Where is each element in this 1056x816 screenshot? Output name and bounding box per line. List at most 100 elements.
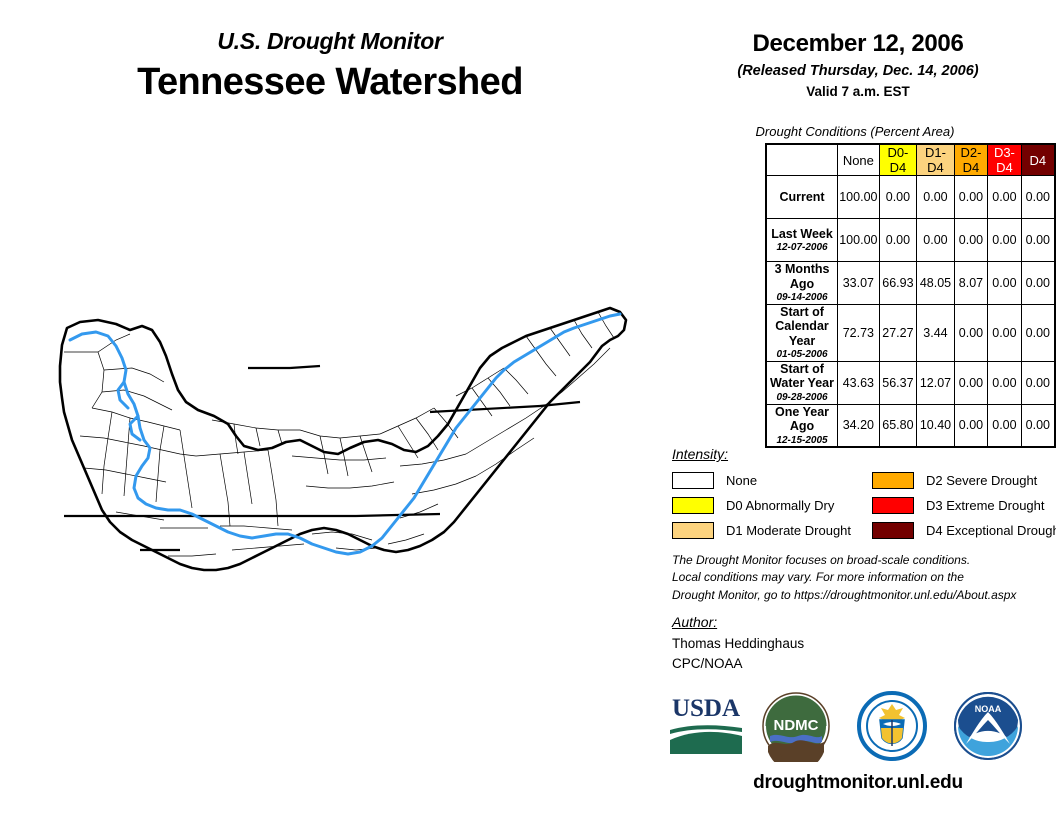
cell-r3-c3: 0.00 xyxy=(953,304,989,362)
table-row: One Year Ago 12-15-2005 34.20 65.80 10.40 0.0… xyxy=(765,403,1056,448)
cell-r2-c4: 0.00 xyxy=(987,261,1022,305)
title-block: U.S. Drought Monitor Tennessee Watershed xyxy=(0,28,660,104)
release-date: (Released Thursday, Dec. 14, 2006) xyxy=(737,63,979,79)
disclaimer-line: Local conditions may vary. For more info… xyxy=(672,570,964,585)
cell-r0-c0: 100.00 xyxy=(837,175,880,219)
website-url[interactable]: droughtmonitor.unl.edu xyxy=(753,772,963,793)
row-date-2: 09-14-2006 xyxy=(776,292,828,304)
cell-r1-c4: 0.00 xyxy=(987,218,1022,262)
cell-r2-c1: 66.93 xyxy=(878,261,918,305)
drought-monitor-supertitle: U.S. Drought Monitor xyxy=(217,28,443,54)
table-row: Last Week 12-07-2006 100.00 0.00 0.00 0.00 0.0… xyxy=(765,218,1056,262)
column-header-d4: D4 xyxy=(1020,143,1056,176)
cell-r5-c3: 0.00 xyxy=(953,403,989,448)
column-header-d0d4: D0-D4 xyxy=(878,143,918,176)
cell-r1-c2: 0.00 xyxy=(916,218,955,262)
column-header-d3d4: D3-D4 xyxy=(987,143,1022,176)
column-header-none: None xyxy=(837,143,880,176)
cell-r4-c3: 0.00 xyxy=(953,360,989,405)
cell-r5-c5: 0.00 xyxy=(1020,403,1056,448)
table-header-row: None D0-D4 D1-D4 D2-D4 D3-D4 D4 xyxy=(766,143,1056,176)
legend-item: D1 Moderate Drought xyxy=(672,518,872,543)
table-row: 3 Months Ago 09-14-2006 33.07 66.93 48.05 8.0… xyxy=(765,261,1056,305)
watershed-boundary xyxy=(58,306,628,572)
disclaimer-line: The Drought Monitor focuses on broad-sca… xyxy=(672,553,971,567)
legend-item: D2 Severe Drought xyxy=(872,468,1056,493)
legend-right-label-0: D2 Severe Drought xyxy=(926,473,1038,488)
state-boundaries xyxy=(64,364,581,552)
cell-r4-c5: 0.00 xyxy=(1020,360,1056,405)
row-date-4: 09-28-2006 xyxy=(776,391,828,403)
cell-r4-c1: 56.37 xyxy=(878,360,918,405)
row-label-5: One Year Ago 12-15-2005 xyxy=(765,403,839,448)
usda-logo[interactable]: USDA xyxy=(668,690,744,761)
cell-r0-c3: 0.00 xyxy=(953,175,989,219)
cell-r3-c4: 0.00 xyxy=(987,304,1022,362)
cell-r0-c1: 0.00 xyxy=(878,175,918,219)
cell-r2-c3: 8.07 xyxy=(953,261,989,305)
table-row: Start of Calendar Year 01-05-2006 72.73 27.2… xyxy=(765,304,1056,362)
cell-r0-c4: 0.00 xyxy=(987,175,1022,219)
svg-text:NDMC: NDMC xyxy=(774,717,819,734)
map-panel: U.S. Drought Monitor Tennessee Watershed xyxy=(0,28,660,630)
disclaimer-text: The Drought Monitor focuses on broad-sca… xyxy=(672,552,1052,604)
header-blank-cell xyxy=(766,144,838,176)
intensity-heading: Intensity: xyxy=(672,446,729,462)
cell-r5-c0: 34.20 xyxy=(837,403,880,448)
row-date-5: 12-15-2005 xyxy=(776,434,828,446)
author-affiliation: CPC/NOAA xyxy=(672,655,743,671)
row-label-2: 3 Months Ago 09-14-2006 xyxy=(765,261,839,305)
legend-item: D4 Exceptional Drought xyxy=(872,518,1056,543)
cell-r4-c2: 12.07 xyxy=(916,360,955,405)
legend-item: D3 Extreme Drought xyxy=(872,493,1056,518)
page-title: Tennessee Watershed xyxy=(137,61,523,103)
author-info: Thomas Heddinghaus CPC/NOAA xyxy=(672,634,804,673)
cell-r1-c5: 0.00 xyxy=(1020,218,1056,262)
cell-r5-c2: 10.40 xyxy=(916,403,955,448)
cell-r5-c4: 0.00 xyxy=(987,403,1022,448)
cell-r2-c0: 33.07 xyxy=(837,261,880,305)
noaa-logo[interactable]: NOAA xyxy=(952,690,1024,767)
svg-text:NOAA: NOAA xyxy=(975,704,1002,714)
column-header-d2d4: D2-D4 xyxy=(953,143,989,176)
logo-row: USDA NDMC xyxy=(660,690,1056,772)
cell-r4-c4: 0.00 xyxy=(987,360,1022,405)
cell-r3-c0: 72.73 xyxy=(837,304,880,362)
legend-left-swatch-1 xyxy=(672,497,714,514)
legend-left-swatch-0 xyxy=(672,472,714,489)
row-label-0: Current xyxy=(765,175,839,219)
cell-r3-c1: 27.27 xyxy=(878,304,918,362)
cell-r1-c0: 100.00 xyxy=(837,218,880,262)
legend-column-right: D2 Severe Drought D3 Extreme Drought D4 Ex… xyxy=(872,468,1056,543)
legend-right-label-1: D3 Extreme Drought xyxy=(926,498,1045,513)
legend-left-label-2: D1 Moderate Drought xyxy=(726,523,852,538)
cell-r0-c2: 0.00 xyxy=(916,175,955,219)
author-heading: Author: xyxy=(672,614,718,630)
legend-left-label-0: None xyxy=(726,473,758,488)
cell-r3-c5: 0.00 xyxy=(1020,304,1056,362)
row-label-1: Last Week 12-07-2006 xyxy=(765,218,839,262)
legend-right-swatch-0 xyxy=(872,472,914,489)
legend-right-swatch-2 xyxy=(872,522,914,539)
cell-r3-c2: 3.44 xyxy=(916,304,955,362)
date-block: December 12, 2006 (Released Thursday, De… xyxy=(660,30,1056,99)
cell-r1-c1: 0.00 xyxy=(878,218,918,262)
table-caption: Drought Conditions (Percent Area) xyxy=(755,124,955,139)
legend-left-label-1: D0 Abnormally Dry xyxy=(726,498,835,513)
legend-right-swatch-1 xyxy=(872,497,914,514)
watershed-outline xyxy=(58,306,628,572)
ndmc-logo[interactable]: NDMC xyxy=(760,690,832,772)
cell-r4-c0: 43.63 xyxy=(837,360,880,405)
tennessee-river xyxy=(68,312,622,556)
row-date-3: 01-05-2006 xyxy=(776,349,828,361)
table-body: Current 100.00 0.00 0.00 0.00 0.00 0.00 Last We… xyxy=(765,175,1056,448)
department-of-commerce-seal[interactable] xyxy=(856,690,928,767)
watershed-map[interactable] xyxy=(20,290,650,630)
legend-left-swatch-2 xyxy=(672,522,714,539)
valid-time: Valid 7 a.m. EST xyxy=(806,84,910,99)
cell-r2-c5: 0.00 xyxy=(1020,261,1056,305)
cell-r5-c1: 65.80 xyxy=(878,403,918,448)
row-label-4: Start of Water Year 09-28-2006 xyxy=(765,360,839,405)
row-date-1: 12-07-2006 xyxy=(776,241,828,253)
column-header-d1d4: D1-D4 xyxy=(916,143,955,176)
